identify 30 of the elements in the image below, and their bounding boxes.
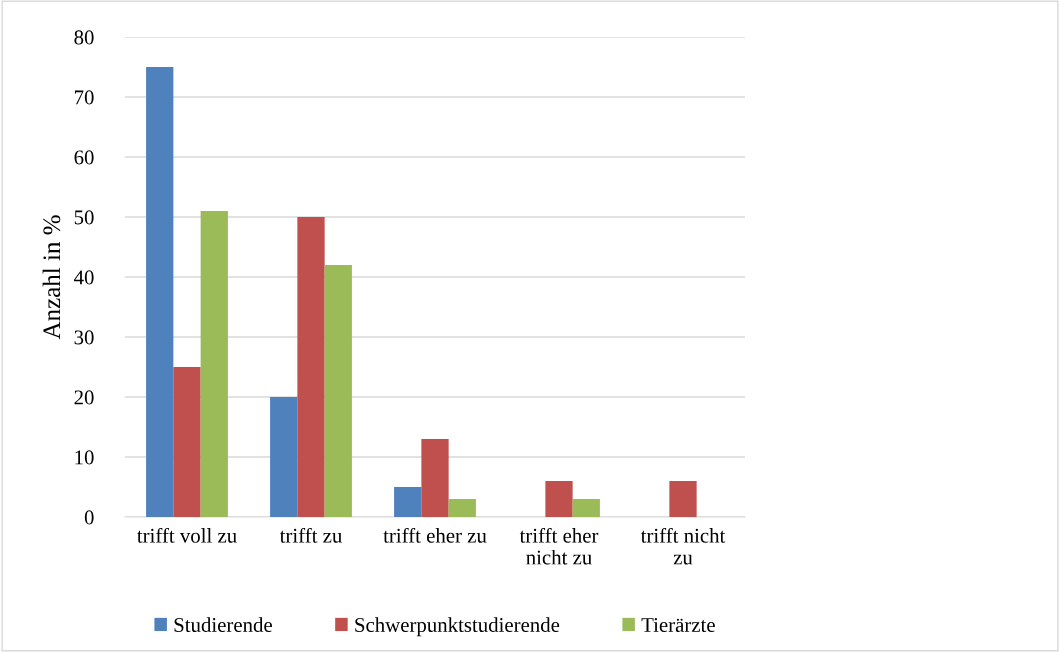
x-tick-label: trifft eher nicht zu [519, 527, 599, 565]
bar [448, 499, 476, 517]
y-tick-label: 10 [75, 450, 94, 465]
y-tick-label: 20 [74, 390, 94, 405]
y-axis-title: Anzahl in % [42, 215, 61, 340]
bar [572, 499, 600, 517]
x-tick-label: trifft nicht zu [640, 527, 726, 565]
bar [146, 67, 174, 517]
y-tick-label: 40 [74, 270, 94, 285]
y-tick-label: 50 [74, 210, 94, 225]
bar [270, 397, 298, 517]
x-tick-label: trifft eher zu [383, 527, 487, 543]
legend-label: Studierende [174, 617, 272, 633]
y-tick-label: 70 [74, 90, 94, 105]
y-tick-label: 80 [74, 30, 94, 45]
bar [421, 439, 449, 517]
bar [324, 265, 352, 517]
x-tick-label: trifft zu [279, 527, 342, 543]
y-tick-label: 30 [74, 330, 94, 345]
legend-label: Tierärzte [641, 618, 715, 633]
x-tick-label: trifft voll zu [137, 527, 237, 543]
y-tick-label: 60 [74, 150, 94, 165]
bar [297, 217, 325, 517]
bar [394, 487, 422, 517]
bar [173, 367, 201, 517]
bar [669, 481, 697, 517]
y-tick-label: 0 [84, 510, 94, 525]
legend-label: Schwerpunktstudierende [355, 617, 560, 637]
bar [200, 211, 228, 517]
bar [545, 481, 573, 517]
